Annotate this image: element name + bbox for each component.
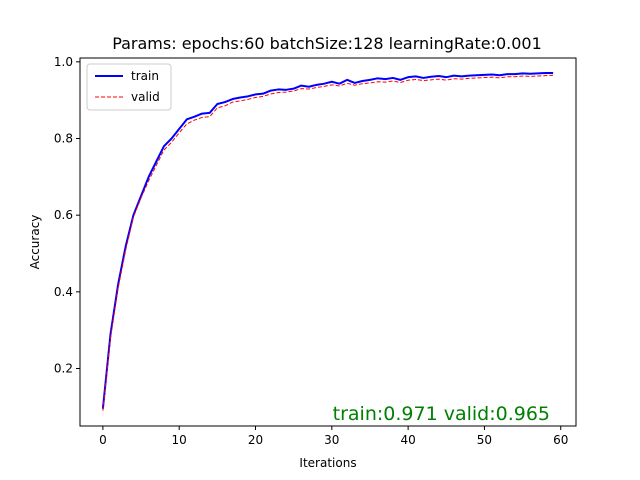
chart-title: Params: epochs:60 batchSize:128 learning… (112, 34, 542, 53)
series-line-valid (102, 74, 554, 411)
x-tick-label: 40 (400, 433, 415, 447)
x-axis: 0 10 20 30 40 50 60 (99, 426, 568, 447)
y-axis: 0.2 0.4 0.6 0.8 1.0 (54, 55, 80, 376)
final-accuracy-annotation: train:0.971 valid:0.965 (333, 403, 550, 425)
x-tick-label: 50 (477, 433, 492, 447)
x-tick-label: 0 (99, 433, 107, 447)
y-tick-label: 0.6 (54, 208, 73, 222)
x-tick-label: 10 (172, 433, 187, 447)
y-tick-label: 0.4 (54, 285, 73, 299)
y-axis-label: Accuracy (28, 215, 42, 270)
legend-label-valid: valid (131, 90, 160, 104)
series-line-train (101, 71, 554, 409)
x-tick-label: 20 (248, 433, 263, 447)
legend-label-train: train (131, 69, 159, 83)
plot-frame (79, 57, 577, 427)
y-tick-label: 0.2 (54, 362, 73, 376)
y-tick-label: 1.0 (54, 55, 73, 69)
x-axis-label: Iterations (299, 456, 356, 470)
series-layer (101, 71, 554, 411)
x-tick-label: 30 (324, 433, 339, 447)
y-tick-label: 0.8 (54, 132, 73, 146)
legend: train valid (86, 63, 172, 111)
x-tick-label: 60 (553, 433, 568, 447)
